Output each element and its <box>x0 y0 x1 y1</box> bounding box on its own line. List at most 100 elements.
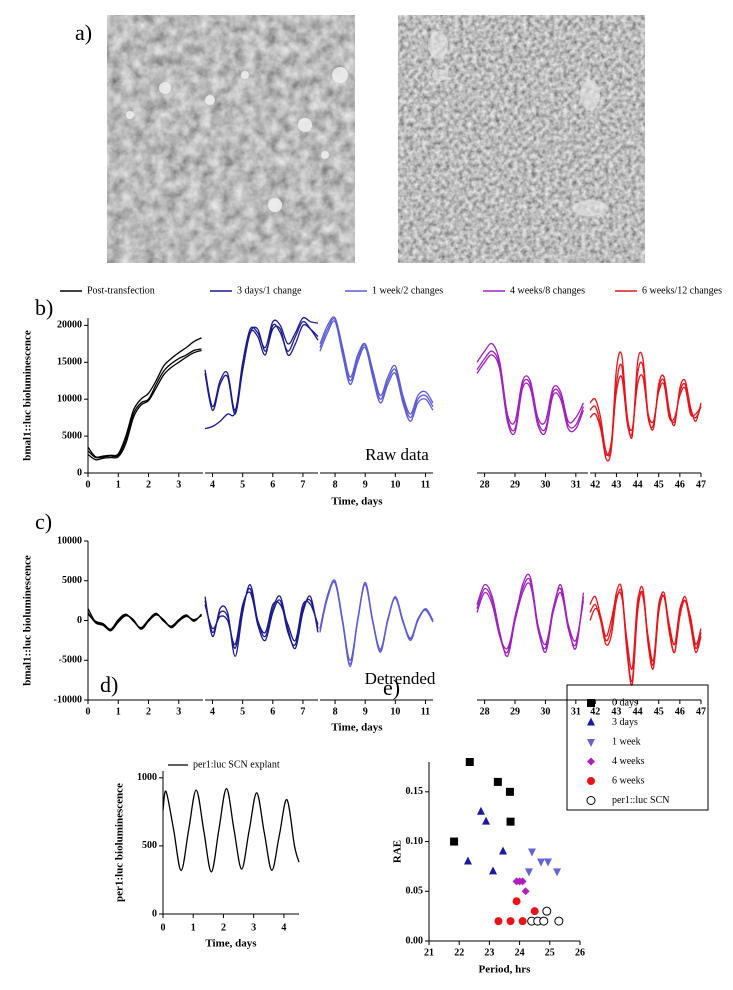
point <box>543 858 552 867</box>
trace <box>319 580 434 661</box>
y-tick-label: 5000 <box>62 575 82 586</box>
panel-label: c) <box>35 509 52 534</box>
panel-label: e) <box>383 675 400 700</box>
y-tick-label: 0.05 <box>406 886 424 897</box>
legend-label: per1:luc SCN explant <box>193 759 280 770</box>
x-tick-label: 11 <box>421 479 430 490</box>
x-tick-label: 3 <box>251 922 256 933</box>
trace <box>319 318 434 419</box>
legend-label: 6 weeks <box>612 775 645 786</box>
trace <box>476 342 584 425</box>
trace <box>589 351 702 457</box>
point <box>465 758 474 766</box>
x-tick-label: 2 <box>221 922 226 933</box>
point <box>498 846 507 855</box>
x-tick-label: 4 <box>210 479 215 490</box>
x-tick-label: 10 <box>390 706 400 717</box>
trace <box>589 374 702 456</box>
point <box>527 848 536 857</box>
x-tick-label: 5 <box>240 479 245 490</box>
trace <box>476 350 585 432</box>
x-tick-label: 45 <box>654 706 664 717</box>
micrograph-highlights <box>428 31 608 216</box>
y-tick-label: -10000 <box>54 694 82 705</box>
x-tick-label: 24 <box>515 947 525 958</box>
x-tick-label: 11 <box>421 706 430 717</box>
legend-label: 0 days <box>612 697 638 708</box>
point <box>537 858 546 867</box>
x-tick-label: 28 <box>480 706 490 717</box>
point <box>553 868 562 877</box>
panel-label: a) <box>75 20 92 45</box>
x-tick-label: 29 <box>510 706 520 717</box>
annotation: Raw data <box>365 445 429 464</box>
legend-label: 4 weeks/8 changes <box>510 285 585 296</box>
point <box>554 916 564 926</box>
point <box>518 917 527 926</box>
x-tick-label: 2 <box>146 706 151 717</box>
x-tick-label: 3 <box>176 479 181 490</box>
point <box>505 787 514 796</box>
y-tick-label: 15000 <box>57 357 82 368</box>
y-tick-label: 0 <box>77 467 82 478</box>
trace <box>476 582 585 650</box>
trace <box>476 577 585 654</box>
y-tick-label: 0 <box>152 908 157 919</box>
point <box>450 837 459 846</box>
legend-marker <box>586 796 596 805</box>
x-tick-label: 43 <box>611 706 621 717</box>
y-tick-label: 5000 <box>62 430 82 441</box>
trace <box>204 316 319 411</box>
legend-marker <box>587 699 595 707</box>
y-tick-label: 0.15 <box>406 786 424 797</box>
legend-label: 1 week/2 changes <box>372 285 443 296</box>
legend-box <box>566 684 709 811</box>
y-tick-label: 10000 <box>57 393 82 404</box>
y-tick-label: 0.10 <box>406 836 424 847</box>
y-tick-label: -5000 <box>59 655 82 666</box>
y-axis-title: bmal1::luc bioluminescence <box>22 330 34 461</box>
y-axis-title: per1:luc bioluminescence <box>114 783 126 902</box>
legend-label: 3 days/1 change <box>237 285 302 296</box>
x-tick-label: 1 <box>191 922 196 933</box>
trace <box>319 320 434 422</box>
x-tick-label: 43 <box>611 479 621 490</box>
legend-label: per1::luc SCN <box>612 795 670 806</box>
point <box>518 877 527 886</box>
trace <box>589 583 702 683</box>
x-tick-label: 0 <box>161 922 166 933</box>
x-tick-label: 1 <box>116 479 121 490</box>
x-tick-label: 46 <box>675 479 685 490</box>
legend-label: 6 weeks/12 changes <box>642 285 722 296</box>
x-tick-label: 25 <box>545 947 555 958</box>
trace <box>204 320 319 415</box>
legend-label: 4 weeks <box>612 756 645 767</box>
point <box>530 907 539 916</box>
y-tick-label: 20000 <box>57 320 82 331</box>
legend-marker <box>587 777 595 785</box>
y-tick-label: 500 <box>142 840 157 851</box>
x-tick-label: 21 <box>424 947 434 958</box>
x-tick-label: 28 <box>480 479 490 490</box>
point <box>482 816 491 825</box>
x-tick-label: 30 <box>540 706 550 717</box>
y-tick-label: 1000 <box>137 772 157 783</box>
x-axis-title: Time, days <box>331 496 383 508</box>
point <box>489 866 498 875</box>
x-tick-label: 0 <box>86 479 91 490</box>
x-tick-label: 4 <box>210 706 215 717</box>
x-tick-label: 6 <box>270 706 275 717</box>
trace <box>204 591 319 646</box>
point <box>524 868 533 877</box>
point <box>506 817 515 826</box>
x-tick-label: 46 <box>675 706 685 717</box>
trace <box>204 584 319 657</box>
x-tick-label: 47 <box>696 479 706 490</box>
y-axis-title: RAE <box>392 840 404 863</box>
x-tick-label: 30 <box>540 479 550 490</box>
x-tick-label: 9 <box>363 479 368 490</box>
x-tick-label: 44 <box>633 706 643 717</box>
x-tick-label: 45 <box>654 479 664 490</box>
trace <box>589 361 702 462</box>
